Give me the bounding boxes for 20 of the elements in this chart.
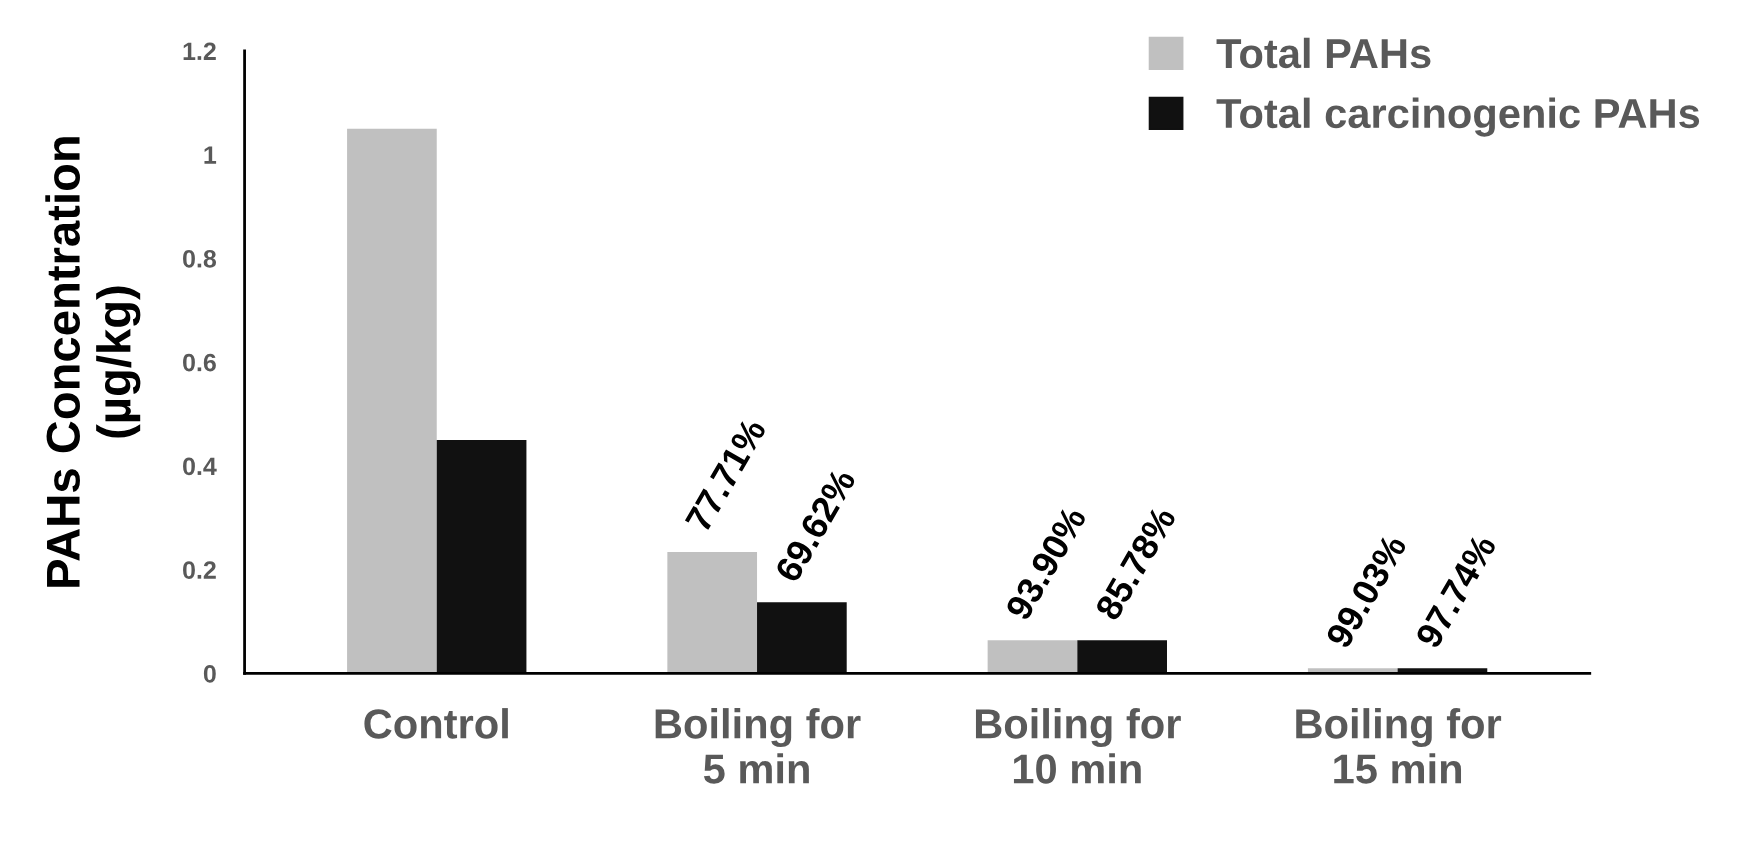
y-tick-label: 0.8	[183, 249, 217, 268]
legend-label: Total carcinogenic PAHs	[1216, 97, 1700, 137]
bar	[987, 640, 1078, 674]
legend-label: Total PAHs	[1216, 37, 1431, 69]
bar	[757, 602, 847, 674]
bar	[436, 439, 527, 674]
y-tick-label: 1.2	[183, 42, 216, 60]
bar	[667, 551, 758, 674]
y-tick-label: 0.4	[183, 457, 217, 476]
y-axis-title: PAHs Concentration (µg/kg)	[45, 137, 141, 587]
bar	[1077, 640, 1167, 674]
y-tick-label: 0.2	[183, 561, 216, 579]
bar	[347, 128, 437, 674]
x-tick-label: Boiling for 15 min	[1296, 708, 1502, 784]
y-tick-label: 0.6	[183, 353, 216, 372]
y-tick-label: 0	[203, 664, 216, 683]
x-tick-label: Control	[364, 708, 508, 739]
x-tick-label: Boiling for 10 min	[975, 708, 1181, 784]
x-tick-label: Boiling for 5 min	[655, 708, 861, 784]
y-tick-label: 1	[204, 146, 217, 164]
